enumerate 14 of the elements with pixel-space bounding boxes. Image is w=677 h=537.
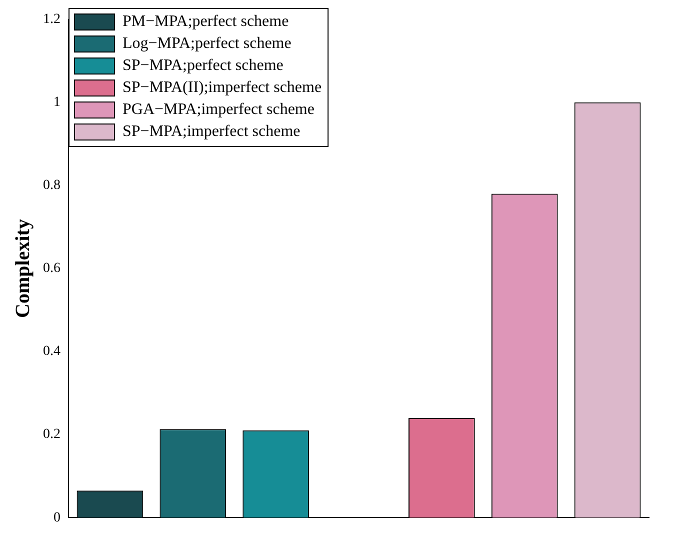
y-axis-title: Complexity xyxy=(12,219,34,318)
legend-label: SP−MPA(II);imperfect scheme xyxy=(122,79,322,96)
y-tick-label: 0.6 xyxy=(43,261,60,276)
y-tick-label: 1 xyxy=(54,95,60,110)
y-tick-label: 0.8 xyxy=(43,178,60,194)
legend-label: SP−MPA;imperfect scheme xyxy=(122,123,300,140)
y-tick-label: 1.2 xyxy=(43,12,60,28)
legend-label: Log−MPA;perfect scheme xyxy=(122,35,292,52)
y-tick-label: 0.2 xyxy=(43,427,60,442)
legend-label: PM−MPA;perfect scheme xyxy=(122,13,289,30)
legend-label: SP−MPA;perfect scheme xyxy=(122,57,284,74)
y-tick-label: 0.4 xyxy=(43,344,60,360)
legend-label: PGA−MPA;imperfect scheme xyxy=(122,101,314,118)
y-tick-label: 0 xyxy=(54,510,60,526)
